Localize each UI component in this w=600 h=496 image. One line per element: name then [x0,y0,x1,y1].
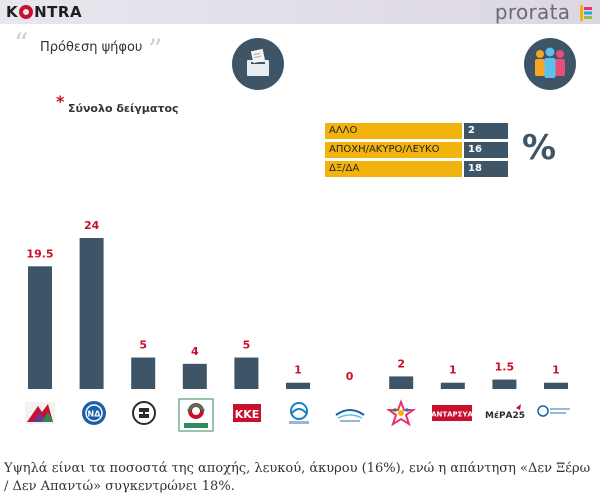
svg-text:ΝΔ: ΝΔ [88,410,102,419]
data-label: 1 [449,364,457,377]
info-row: ΔΞ/ΔΑ 18 [325,161,508,177]
golden-dawn-logo [132,401,156,425]
bar-ένωση-κεντρώων [286,382,310,389]
mera25-logo-text: ΜέΡΑ25 [485,410,525,421]
syriza-logo [25,402,55,424]
quote-open-icon: “ [14,27,29,60]
mera25-logo: ΜέΡΑ25 [485,404,525,421]
question-title: Πρόθεση ψήφου [40,40,143,55]
bar-συριζα [28,266,52,389]
bar-νδ [79,238,104,389]
info-row-label: ΑΠΟΧΗ/ΑΚΥΡΟ/ΛΕΥΚΟ [325,142,462,158]
info-row-label: ΔΞ/ΔΑ [325,161,462,177]
prorata-mark-icon [580,5,592,21]
kontra-logo: K NTRA [6,3,83,21]
sample-label: Σύνολο δείγματος [68,102,179,115]
caption: Υψηλά είναι τα ποσοστά της αποχής, λευκο… [4,461,591,494]
prorata-text: prorata [494,0,571,24]
kontra-mark-icon [19,5,34,19]
info-row: ΑΠΟΧΗ/ΑΚΥΡΟ/ΛΕΥΚΟ 16 [325,142,508,158]
bar-κκε [234,357,259,389]
data-label: 19.5 [26,247,53,260]
top-bar: K NTRA prorata [0,0,600,24]
ballot-box-icon [232,38,284,90]
info-row-value: 18 [464,161,508,177]
data-label: 0 [346,370,354,383]
people-icon [524,38,576,90]
antarsya-logo: ΑΝΤΑΡΣΥΑ [431,405,473,421]
data-label: 1 [294,364,302,377]
data-label: 5 [139,339,147,352]
kke-logo: ΚΚΕ [233,404,261,422]
bar-μέρα25 [492,379,517,389]
data-label: 4 [191,345,199,358]
data-label: 2 [397,357,405,370]
vote-intention-chart: 19.5 24 5 4 5 1 0 2 1 1.5 1 [26,219,568,389]
bar-ανταρσυα [440,382,465,389]
elliniki-lysi-logo [537,405,570,417]
anel-logo [335,409,365,422]
quote-close-icon: ” [148,33,163,66]
percent-sign: % [522,128,557,168]
asterisk-icon: * [56,92,65,111]
info-row-value: 16 [464,142,508,158]
bar-ελληνική-λύση [544,382,568,389]
data-label: 1.5 [495,361,515,374]
enosi-kentroon-logo [289,402,309,424]
info-row-value: 2 [464,123,508,139]
info-row-label: ΑΛΛΟ [325,123,462,139]
kke-logo-text: ΚΚΕ [235,408,260,421]
bar-ποτάμι [389,376,414,389]
bar-χρυσή-αυγή [131,357,156,389]
kinal-logo [178,398,214,432]
prorata-logo: prorata [495,0,592,24]
data-label: 1 [552,364,560,377]
nd-logo: ΝΔ [82,401,106,425]
potami-logo [385,399,417,427]
data-label: 24 [84,219,100,232]
data-label: 5 [243,339,251,352]
bar-κίνημα-αλλαγής [182,363,207,389]
antarsya-logo-text: ΑΝΤΑΡΣΥΑ [431,411,473,419]
info-row: ΑΛΛΟ 2 [325,123,508,139]
